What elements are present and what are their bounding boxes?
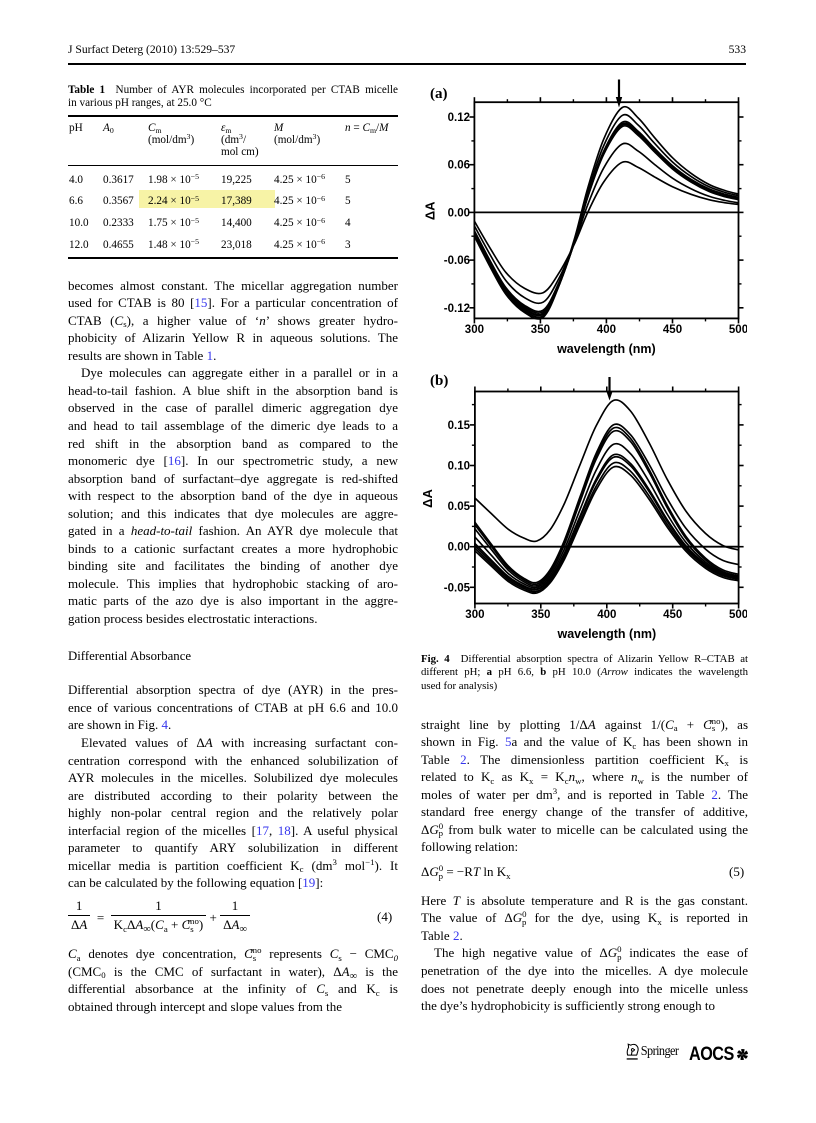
svg-text:0.05: 0.05 bbox=[448, 501, 471, 513]
svg-text:350: 350 bbox=[531, 609, 550, 621]
svg-text:wavelength (nm): wavelength (nm) bbox=[556, 342, 656, 356]
svg-text:(b): (b) bbox=[430, 373, 448, 389]
svg-text:450: 450 bbox=[663, 324, 682, 336]
svg-text:400: 400 bbox=[597, 609, 616, 621]
svg-text:wavelength (nm): wavelength (nm) bbox=[556, 627, 656, 641]
svg-text:0.00: 0.00 bbox=[448, 542, 470, 554]
svg-text:(a): (a) bbox=[430, 86, 448, 102]
svg-text:350: 350 bbox=[531, 324, 550, 336]
svg-text:0.06: 0.06 bbox=[448, 160, 470, 172]
svg-text:0.12: 0.12 bbox=[448, 112, 470, 124]
svg-text:400: 400 bbox=[597, 324, 616, 336]
svg-text:-0.12: -0.12 bbox=[444, 303, 470, 315]
svg-text:0.10: 0.10 bbox=[448, 461, 470, 473]
svg-text:500: 500 bbox=[729, 324, 747, 336]
svg-text:300: 300 bbox=[465, 609, 484, 621]
svg-text:Springer: Springer bbox=[641, 1044, 680, 1058]
svg-text:0.15: 0.15 bbox=[448, 420, 471, 432]
svg-text:ΔA: ΔA bbox=[423, 201, 438, 220]
svg-text:300: 300 bbox=[465, 324, 484, 336]
svg-text:500: 500 bbox=[729, 609, 747, 621]
svg-text:450: 450 bbox=[663, 609, 682, 621]
svg-text:-0.06: -0.06 bbox=[444, 255, 470, 267]
svg-text:-0.05: -0.05 bbox=[444, 582, 471, 594]
svg-text:ΔA: ΔA bbox=[421, 489, 435, 508]
svg-text:0.00: 0.00 bbox=[448, 207, 470, 219]
